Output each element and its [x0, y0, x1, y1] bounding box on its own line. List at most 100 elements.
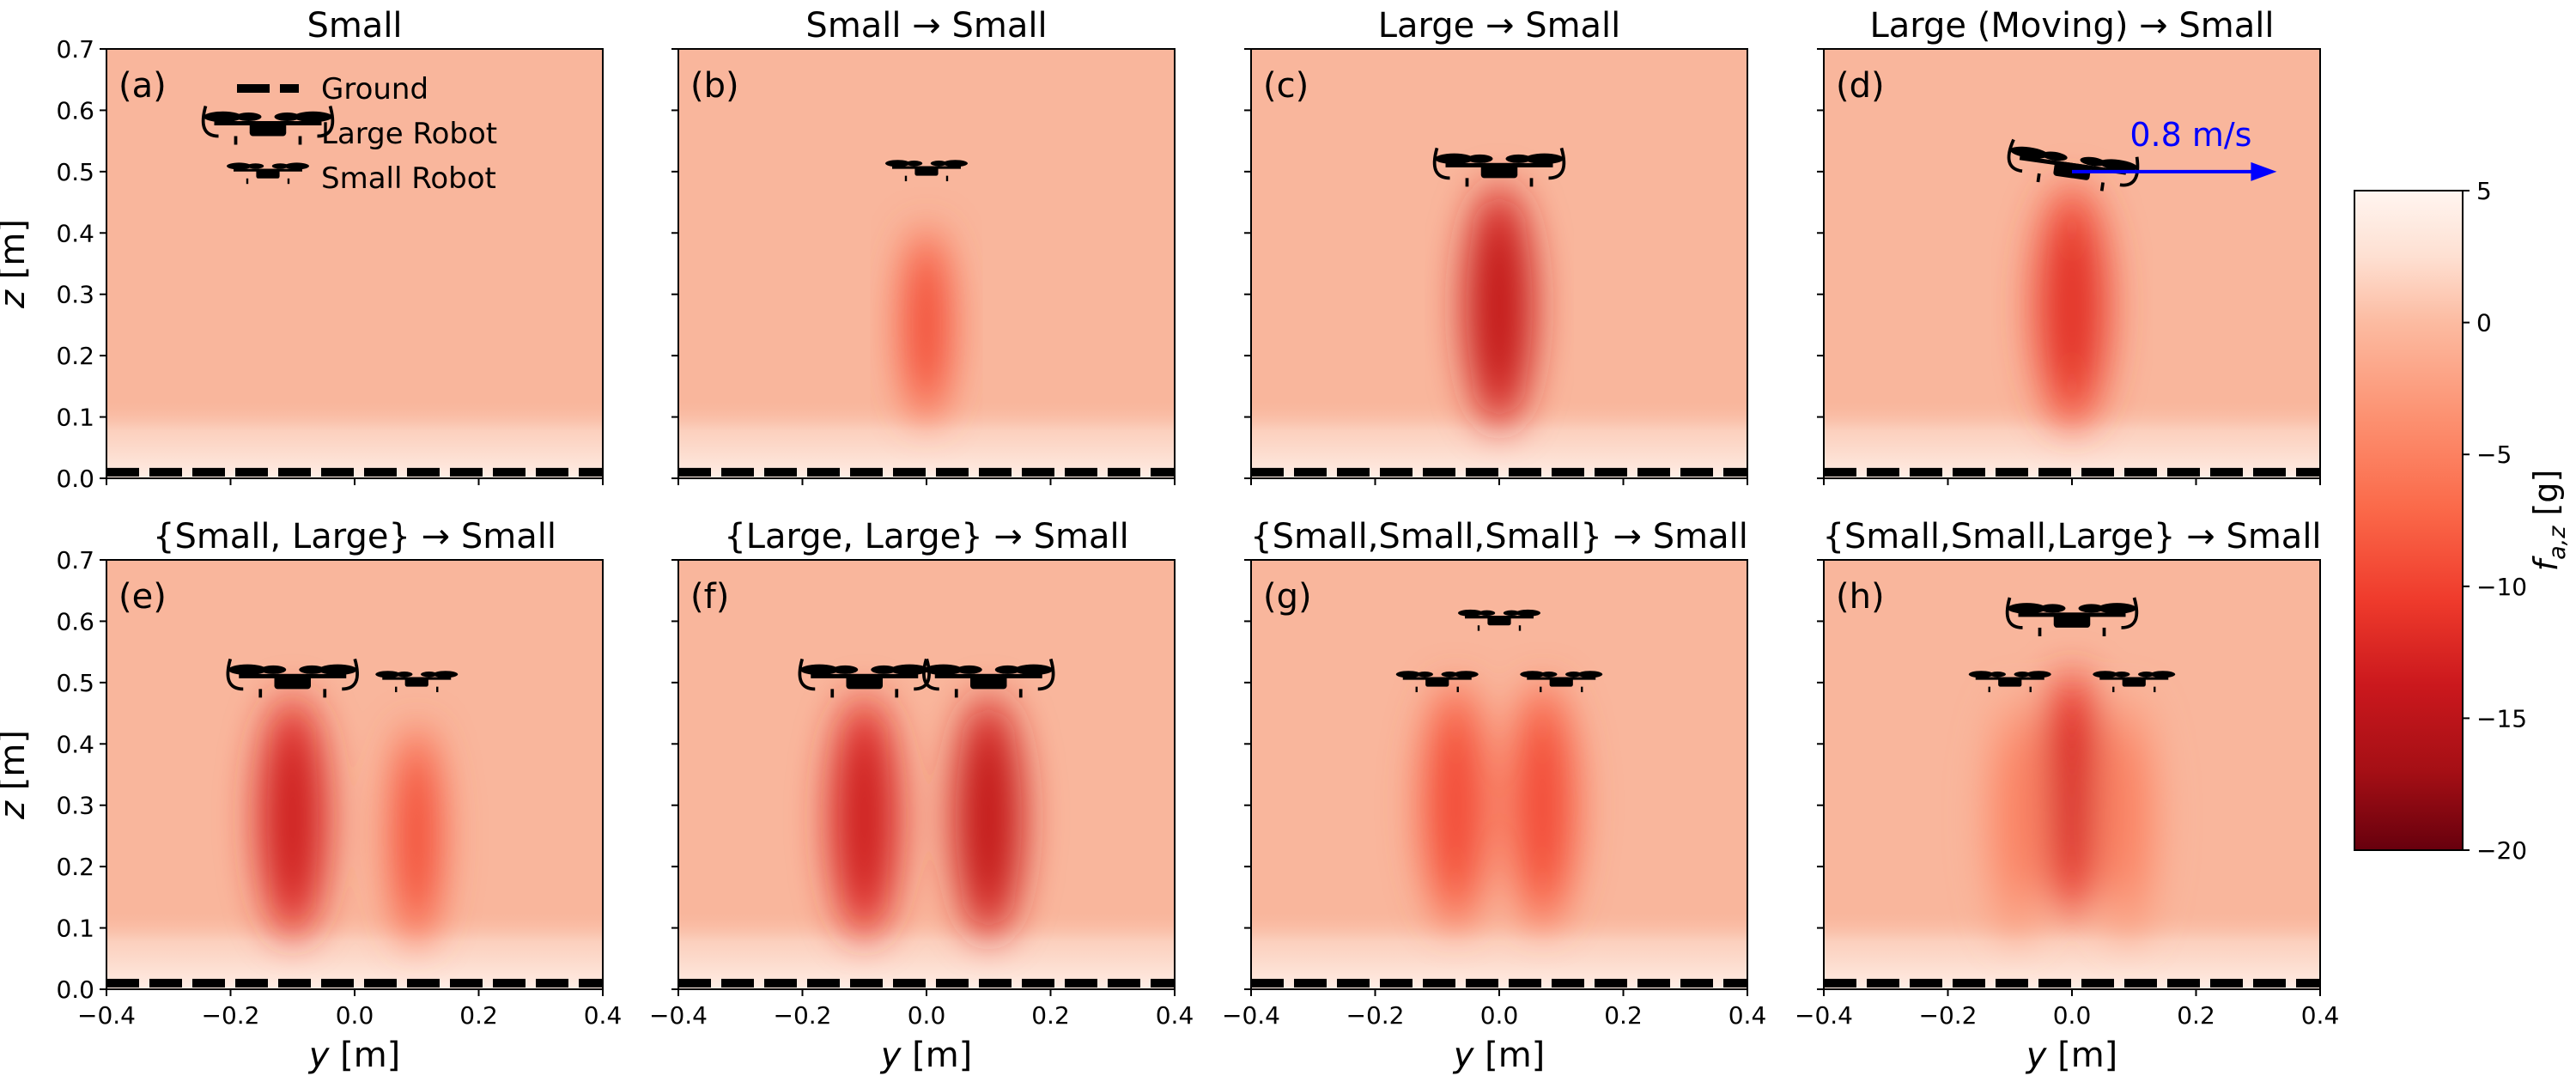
x-axis-label: y [m] — [1453, 1036, 1546, 1075]
small-robot-3 — [2093, 671, 2176, 693]
wake-group — [1419, 682, 1580, 928]
large-robot-1 — [226, 658, 359, 698]
x-tick-label: −0.4 — [649, 1001, 708, 1030]
panel-a: (a) Small 0.0 0.1 0.2 0.3 0.4 0.5 0.6 0.7 z [m] Gro… — [0, 6, 604, 493]
panels: (a) Small 0.0 0.1 0.2 0.3 0.4 0.5 0.6 0.7 z [m] Gro… — [0, 6, 2339, 1075]
heatmap-area — [1824, 49, 2320, 478]
colorbar-tick-label: 5 — [2476, 177, 2492, 205]
x-tick-label: 0.0 — [2053, 1001, 2092, 1030]
legend: Ground Large Robot Small Robot — [201, 72, 497, 196]
large-robot-1 — [2005, 597, 2139, 636]
panel-d: 0.8 m/s (d) Large (Moving) → Small — [1817, 6, 2321, 485]
x-tick-label: 0.2 — [459, 1001, 498, 1030]
x-axis-label: y [m] — [2026, 1036, 2118, 1075]
ground-effect-band — [106, 398, 603, 478]
heatmap-area — [106, 560, 603, 989]
x-tick-label: −0.4 — [1795, 1001, 1853, 1030]
panel-f: (f) {Large, Large} → Small −0.4 −0.2 0.0 0.2 0… — [649, 517, 1194, 1075]
y-tick-label: 0.5 — [56, 669, 94, 697]
x-tick-label: −0.2 — [774, 1001, 832, 1030]
panel-e: (e) {Small, Large} → Small 0.0 0.1 0.2 0.3 0.4… — [0, 517, 622, 1075]
wake-group — [255, 695, 445, 946]
wake-core-1 — [1435, 719, 1477, 891]
x-tick-label: 0.4 — [2301, 1001, 2340, 1030]
y-tick-label: 0.1 — [56, 915, 94, 943]
y-tick-label: 0.0 — [56, 976, 94, 1004]
small-robot-2 — [1395, 671, 1479, 693]
x-tick-label: −0.4 — [77, 1001, 136, 1030]
colorbar-tick-label: 0 — [2476, 309, 2492, 337]
y-axis-label: z [m] — [0, 219, 33, 309]
x-tick-label: 0.2 — [1604, 1001, 1643, 1030]
y-tick-label: 0.4 — [56, 730, 94, 758]
x-tick-label: −0.2 — [1919, 1001, 1978, 1030]
large-robot-1 — [2007, 138, 2140, 191]
y-tick-label: 0.2 — [56, 853, 94, 881]
x-tick-label: 0.0 — [1480, 1001, 1519, 1030]
panel-g: (g) {Small,Small,Small} → Small −0.4 −0.2 0.… — [1222, 517, 1766, 1075]
colorbar: 5 0 −5 −10 −15 −20 fa,z [g] — [2354, 177, 2571, 865]
panel-tag: (e) — [118, 577, 167, 617]
ground-effect-band — [678, 909, 1175, 989]
wake-core-3 — [2111, 732, 2145, 903]
wake-group — [1461, 184, 1537, 429]
x-tick-label: 0.4 — [1156, 1001, 1194, 1030]
heatmap-area — [1251, 49, 1747, 478]
ground-effect-band — [1251, 909, 1747, 989]
y-tick-label: 0.7 — [56, 35, 94, 64]
wake-core-1 — [1479, 221, 1520, 392]
panel-tag: (c) — [1263, 66, 1309, 106]
wake-core-1 — [911, 256, 942, 394]
panel-title: {Small,Small,Large} → Small — [1822, 517, 2321, 556]
legend-label: Large Robot — [321, 117, 497, 151]
colorbar-gradient — [2354, 190, 2464, 851]
panel-tag: (g) — [1263, 577, 1312, 617]
y-tick-label: 0.7 — [56, 546, 94, 574]
panel-title: Large (Moving) → Small — [1869, 6, 2274, 46]
wake-group — [1984, 670, 2160, 940]
panel-tag: (a) — [118, 66, 167, 106]
x-tick-label: 0.2 — [2177, 1001, 2215, 1030]
x-tick-label: −0.4 — [1222, 1001, 1280, 1030]
panel-tag: (f) — [690, 577, 729, 617]
legend-label: Ground — [321, 72, 428, 106]
large-robot-2 — [922, 658, 1055, 698]
small-robot-1 — [885, 160, 968, 182]
large-robot-1 — [1432, 147, 1566, 187]
x-tick-label: 0.0 — [336, 1001, 374, 1030]
wake-core-1 — [2051, 707, 2093, 879]
wake-core-2 — [1999, 732, 2033, 903]
y-tick-label: 0.1 — [56, 404, 94, 432]
panel-title: Small — [307, 6, 402, 46]
ground-effect-band — [1824, 909, 2320, 989]
panel-b: (b) Small → Small — [671, 6, 1176, 485]
y-tick-label: 0.5 — [56, 158, 94, 186]
panel-title: {Large, Large} → Small — [724, 517, 1128, 556]
y-tick-label: 0.4 — [56, 219, 94, 247]
wake-group — [827, 695, 1026, 940]
panel-title: {Small,Small,Small} → Small — [1250, 517, 1748, 556]
y-axis-label: z [m] — [0, 730, 33, 820]
x-tick-label: −0.2 — [202, 1001, 260, 1030]
legend-large-robot-symbol — [201, 105, 335, 145]
panel-h: (h) {Small,Small,Large} → Small −0.4 −0.2 0.… — [1795, 517, 2339, 1075]
x-tick-label: 0.0 — [908, 1001, 946, 1030]
heatmap-area — [678, 560, 1175, 989]
wake-group — [898, 227, 955, 423]
colorbar-ticks: 5 0 −5 −10 −15 −20 — [2463, 177, 2527, 865]
y-tick-label: 0.3 — [56, 281, 94, 309]
colorbar-tick-label: −5 — [2476, 441, 2512, 469]
large-robot-1 — [798, 658, 931, 698]
velocity-arrow-head — [2251, 161, 2277, 181]
small-robot-2 — [375, 671, 459, 693]
colorbar-tick-label: −10 — [2476, 573, 2527, 601]
panel-title: Large → Small — [1378, 6, 1621, 46]
y-tick-label: 0.3 — [56, 792, 94, 820]
legend-small-robot-symbol — [227, 162, 309, 185]
velocity-label: 0.8 m/s — [2129, 116, 2251, 154]
panel-c: (c) Large → Small — [1244, 6, 1748, 485]
wake-core-2 — [1522, 719, 1564, 891]
wake-core-1 — [2050, 221, 2094, 392]
colorbar-tick-label: −15 — [2476, 704, 2527, 732]
heatmap-area — [106, 49, 603, 478]
